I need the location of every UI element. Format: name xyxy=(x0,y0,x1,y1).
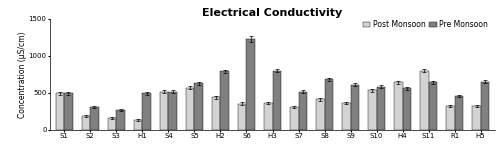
Bar xyxy=(272,71,281,130)
Bar xyxy=(472,106,480,130)
Bar xyxy=(160,92,168,130)
Bar xyxy=(82,116,90,130)
Bar xyxy=(90,107,98,130)
Bar xyxy=(186,88,194,130)
Bar xyxy=(238,104,246,130)
Bar xyxy=(194,83,203,130)
Bar xyxy=(116,110,124,130)
Legend: Post Monsoon, Pre Monsoon: Post Monsoon, Pre Monsoon xyxy=(360,17,491,32)
Bar xyxy=(428,82,437,130)
Bar xyxy=(134,120,142,130)
Bar xyxy=(168,92,176,130)
Bar xyxy=(264,103,272,130)
Bar xyxy=(376,87,385,130)
Bar xyxy=(342,103,350,130)
Bar xyxy=(298,92,307,130)
Bar xyxy=(324,79,333,130)
Y-axis label: Concentration (µS/cm): Concentration (µS/cm) xyxy=(18,31,27,118)
Bar xyxy=(290,107,298,130)
Bar xyxy=(394,82,402,130)
Bar xyxy=(454,96,463,130)
Bar xyxy=(64,93,72,130)
Bar xyxy=(368,91,376,130)
Bar xyxy=(420,71,428,130)
Bar xyxy=(480,82,489,130)
Bar xyxy=(108,118,116,130)
Bar xyxy=(316,99,324,130)
Bar xyxy=(220,71,229,130)
Bar xyxy=(56,93,64,130)
Bar xyxy=(142,93,150,130)
Bar xyxy=(212,97,220,130)
Bar xyxy=(402,88,411,130)
Title: Electrical Conductivity: Electrical Conductivity xyxy=(202,8,342,18)
Bar xyxy=(350,85,359,130)
Bar xyxy=(246,39,255,130)
Bar xyxy=(446,106,454,130)
